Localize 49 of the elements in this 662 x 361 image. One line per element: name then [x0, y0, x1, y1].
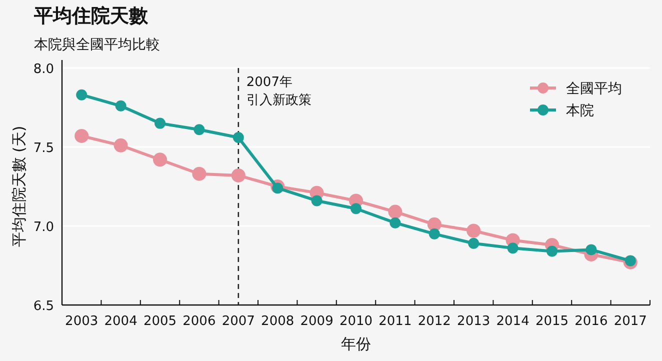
x-tick-label: 2017 — [614, 314, 647, 329]
x-tick-label: 2010 — [339, 314, 373, 329]
point — [192, 166, 206, 181]
point — [507, 242, 518, 254]
x-tick-label: 2005 — [143, 314, 177, 329]
point — [466, 224, 481, 238]
point — [390, 217, 401, 228]
point — [76, 89, 88, 100]
point — [350, 203, 362, 214]
point — [154, 118, 166, 129]
x-tick-label: 2013 — [457, 314, 490, 329]
annotation: 引入新政策 — [246, 93, 312, 108]
point — [546, 246, 558, 257]
point — [311, 195, 322, 206]
x-tick-label: 2003 — [65, 314, 98, 329]
x-tick-label: 2012 — [418, 314, 451, 329]
point — [272, 182, 284, 194]
x-tick-label: 2008 — [261, 314, 294, 329]
y-tick-label: 7.0 — [33, 220, 54, 235]
y-tick-label: 8.0 — [33, 62, 54, 77]
x-tick-label: 2009 — [300, 314, 334, 329]
point — [388, 204, 402, 219]
legend-label: 全國平均 — [566, 81, 622, 97]
point — [231, 168, 246, 182]
point — [194, 124, 205, 136]
point — [114, 138, 128, 152]
x-tick-label: 2007 — [222, 314, 255, 329]
x-tick-label: 2006 — [182, 314, 216, 329]
point — [153, 152, 167, 167]
chart-title: 平均住院天數 — [33, 5, 149, 27]
y-axis-title: 平均住院天數 (天) — [10, 126, 28, 248]
y-tick-label: 7.5 — [33, 141, 54, 156]
x-tick-label: 2016 — [574, 314, 608, 329]
x-tick-label: 2014 — [496, 314, 530, 329]
chart-subtitle: 本院與全國平均比較 — [34, 37, 160, 53]
x-tick-label: 2011 — [378, 314, 412, 329]
legend-label: 本院 — [566, 103, 594, 119]
point — [232, 132, 244, 144]
x-tick-label: 2004 — [104, 314, 138, 329]
y-tick-label: 6.5 — [33, 299, 54, 314]
point — [468, 238, 480, 249]
point — [624, 255, 636, 266]
point — [74, 128, 89, 143]
x-tick-label: 2015 — [535, 314, 569, 329]
point — [428, 228, 440, 240]
point — [115, 100, 126, 112]
ref-line-label: 2007年 — [246, 75, 292, 90]
point — [586, 244, 597, 256]
x-axis-title: 年份 — [341, 335, 371, 353]
